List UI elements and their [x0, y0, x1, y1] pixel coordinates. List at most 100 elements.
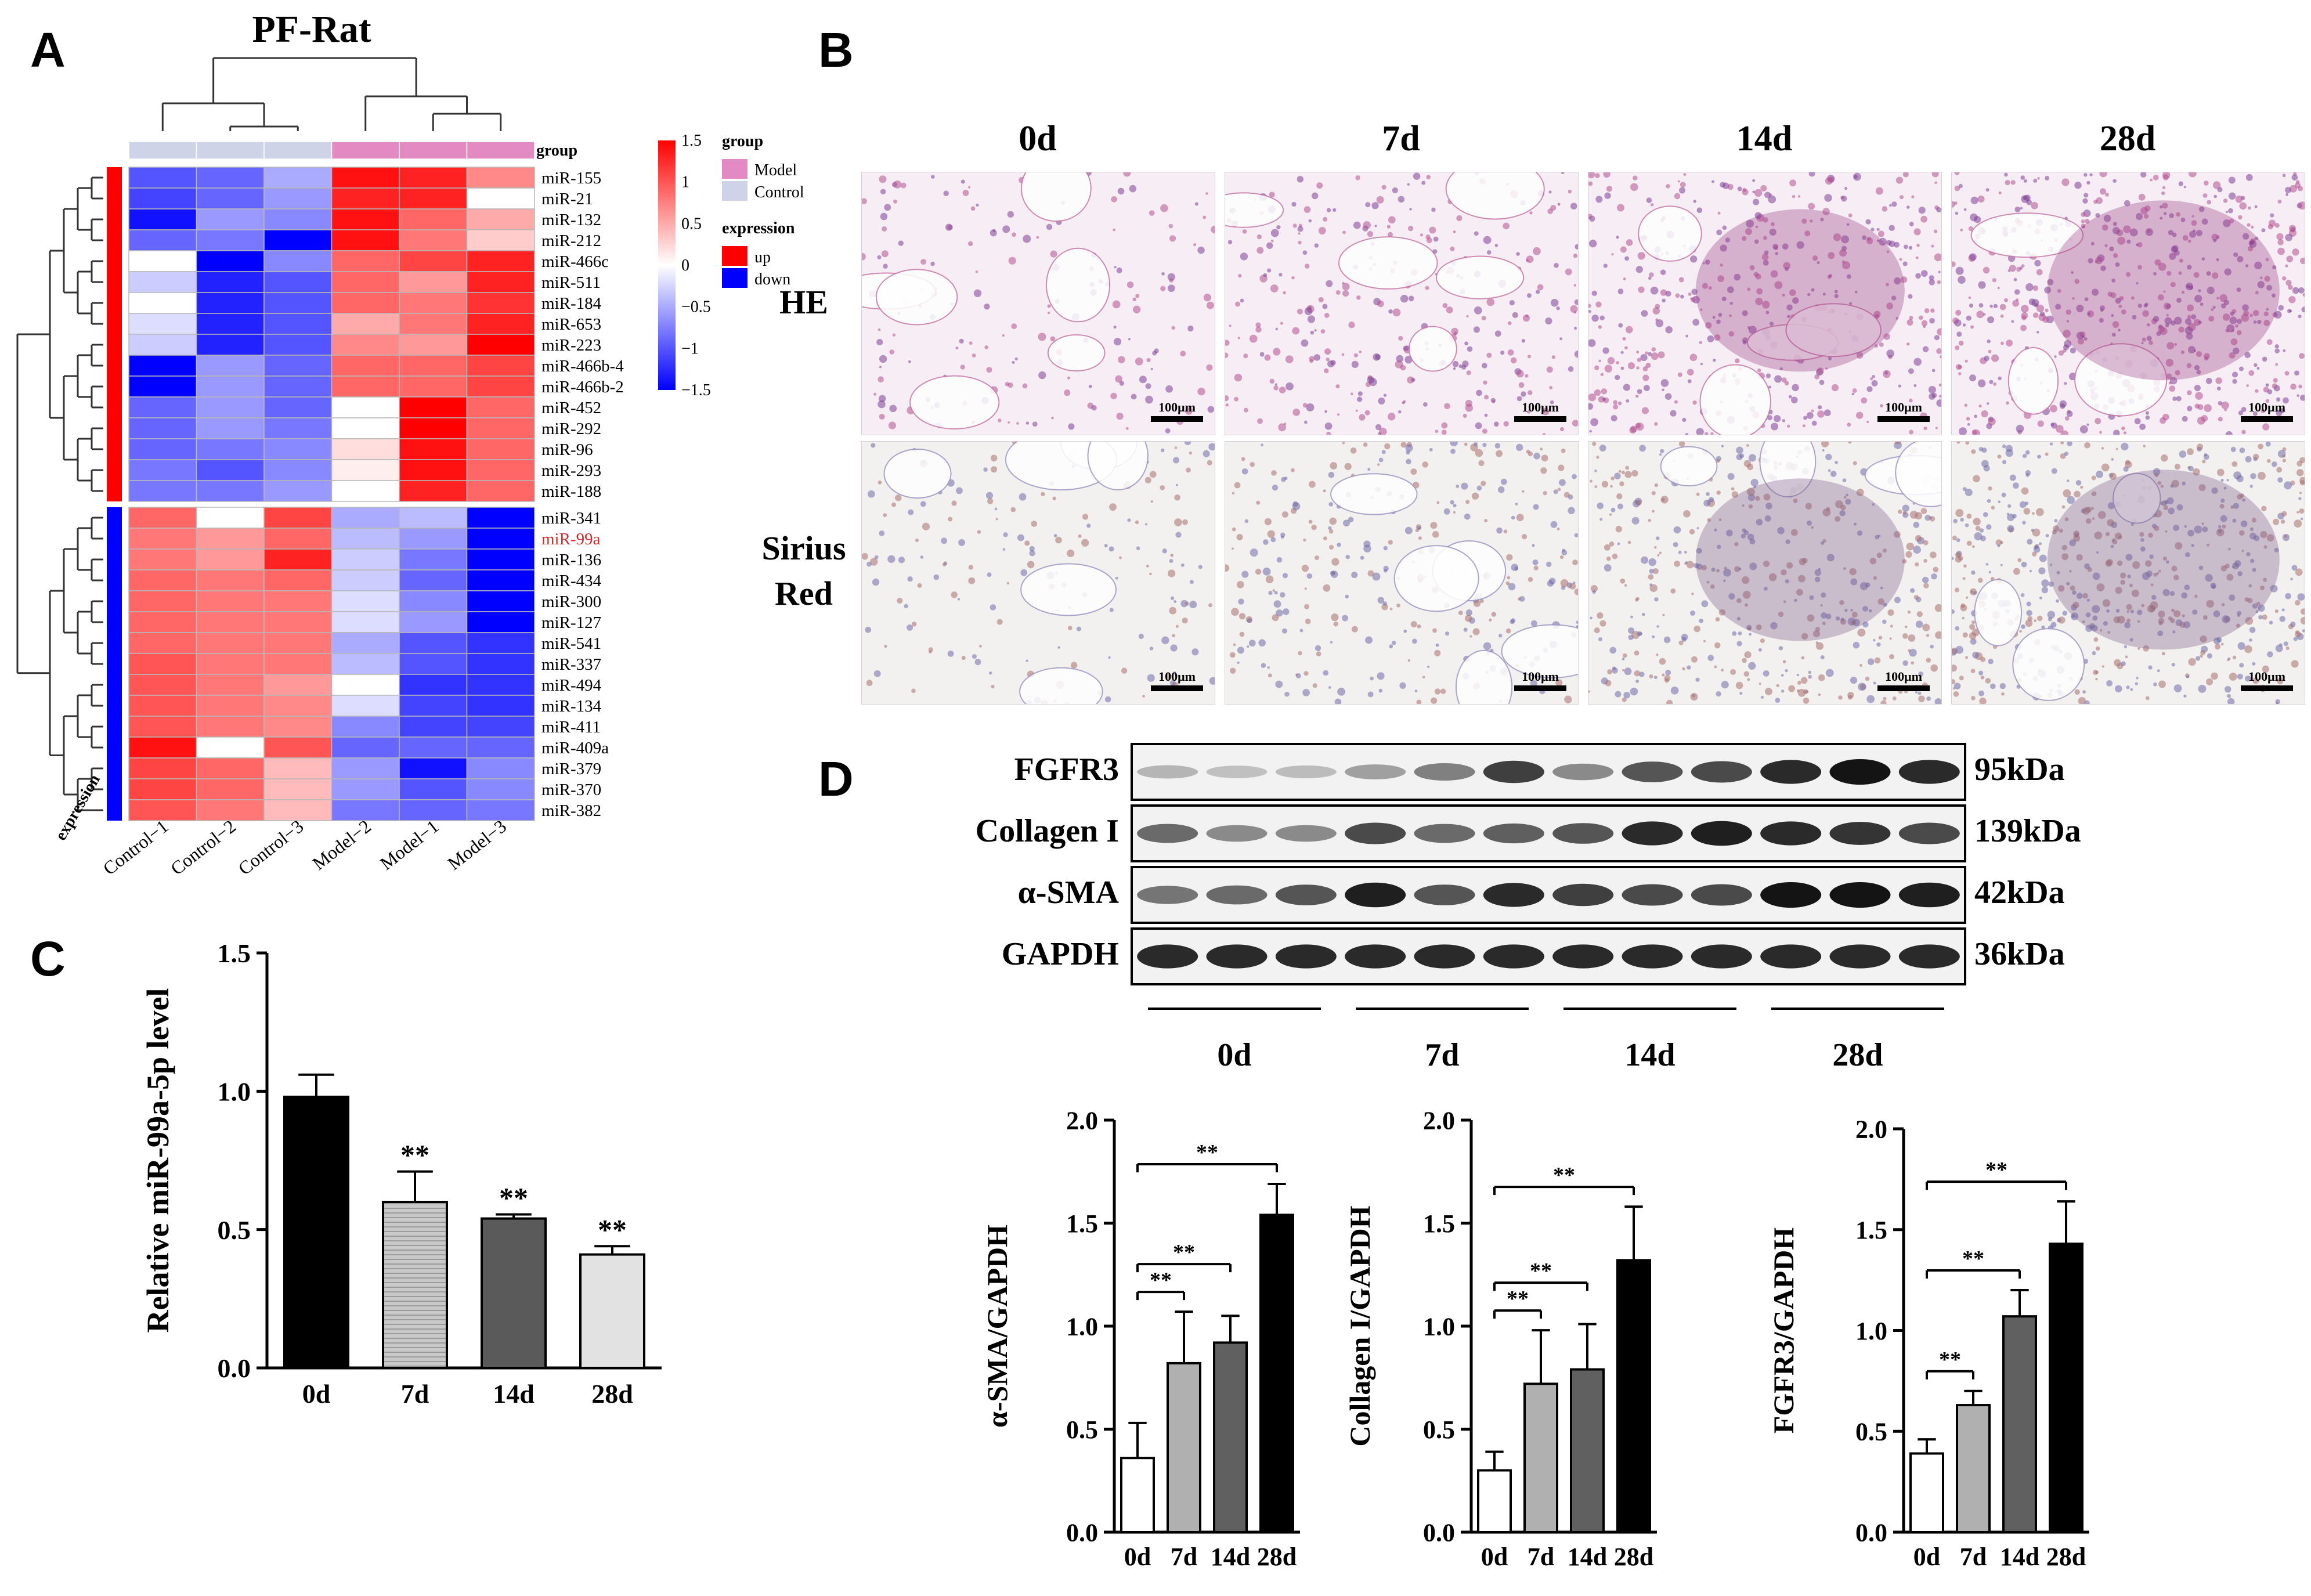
tissue-nucleus: [1958, 276, 1966, 284]
tissue-nucleus: [2095, 213, 2100, 218]
tissue-nucleus: [951, 500, 957, 506]
tissue-nucleus: [1730, 669, 1736, 676]
micrograph-row-label-line: Red: [775, 575, 833, 613]
heatmap-cell: [263, 187, 333, 210]
heatmap-column-label: Model−3: [443, 815, 510, 874]
tissue-nucleus: [1264, 518, 1272, 526]
tissue-nucleus: [2266, 308, 2269, 311]
tissue-nucleus: [1465, 609, 1472, 616]
tissue-nucleus: [1284, 423, 1287, 425]
tissue-nucleus: [1306, 403, 1315, 411]
tissue-nucleus: [2039, 542, 2042, 546]
tissue-nucleus: [1165, 385, 1173, 393]
tissue-alveolus: [1455, 649, 1513, 704]
tissue-nucleus: [1344, 463, 1352, 470]
tissue-nucleus: [1831, 384, 1839, 392]
tissue-nucleus: [2118, 304, 2122, 308]
tissue-nucleus: [1047, 304, 1051, 308]
tissue-nucleus: [1291, 201, 1297, 207]
tissue-nucleus: [2200, 635, 2207, 643]
tissue-nucleus: [1422, 676, 1425, 679]
tissue-nucleus: [1707, 655, 1714, 661]
tissue-nucleus: [1558, 479, 1566, 486]
tissue-nucleus: [1699, 341, 1703, 344]
tissue-nucleus: [1532, 544, 1535, 547]
tissue-nucleus: [2006, 401, 2009, 405]
tissue-nucleus: [1930, 644, 1934, 649]
tissue-nucleus: [1182, 519, 1188, 525]
heatmap-cell: [263, 250, 333, 272]
heatmap-cell: [399, 396, 468, 418]
tissue-nucleus: [1736, 446, 1743, 454]
tissue-nucleus: [1132, 305, 1141, 314]
tissue-nucleus: [1922, 623, 1930, 631]
tissue-nucleus: [1570, 203, 1577, 210]
tissue-nucleus: [1411, 378, 1416, 382]
tissue-nucleus: [1557, 203, 1561, 206]
tissue-nucleus: [1637, 389, 1642, 394]
tissue-nucleus: [2215, 377, 2222, 384]
tissue-nucleus: [1558, 464, 1565, 471]
tissue-nucleus: [2033, 546, 2041, 553]
heatmap-cell: [399, 355, 468, 377]
tissue-nucleus: [1233, 643, 1236, 647]
tissue-nucleus: [1450, 500, 1454, 505]
tissue-nucleus: [1541, 454, 1548, 462]
tissue-nucleus: [1383, 393, 1387, 397]
heatmap-cell: [128, 528, 197, 550]
tissue-nucleus: [1441, 422, 1448, 429]
tissue-nucleus: [1497, 486, 1505, 493]
tissue-nucleus: [1966, 315, 1971, 321]
tissue-nucleus: [1425, 286, 1429, 290]
tissue-nucleus: [1342, 281, 1345, 285]
tissue-nucleus: [1922, 346, 1929, 352]
tissue-nucleus: [2265, 399, 2270, 403]
tissue-nucleus: [1771, 423, 1779, 431]
tissue-nucleus: [1894, 277, 1901, 285]
tissue-nucleus: [1793, 498, 1798, 503]
tissue-nucleus: [2036, 304, 2045, 312]
tissue-nucleus: [1738, 631, 1742, 635]
tissue-nucleus: [1826, 554, 1835, 562]
tissue-nucleus: [2249, 638, 2252, 642]
tissue-nucleus: [1545, 317, 1552, 325]
tissue-nucleus: [1422, 402, 1428, 407]
tissue-nucleus: [2092, 670, 2098, 675]
tissue-nucleus: [2287, 284, 2293, 290]
tissue-nucleus: [1853, 461, 1857, 465]
tissue-nucleus: [1138, 633, 1144, 640]
tissue-nucleus: [1716, 490, 1721, 495]
tissue-nucleus: [2074, 182, 2082, 189]
tissue-nucleus: [1691, 656, 1698, 663]
tissue-nucleus: [2274, 223, 2280, 228]
tissue-nucleus: [2274, 348, 2280, 353]
tissue-nucleus: [2060, 442, 2064, 445]
tissue-nucleus: [2095, 646, 2100, 651]
tissue-nucleus: [2195, 392, 2203, 400]
micrograph-column-label: 7d: [1382, 119, 1420, 158]
tissue-nucleus: [2296, 511, 2299, 514]
tissue-nucleus: [1928, 385, 1936, 394]
tissue-nucleus: [1817, 261, 1820, 265]
heatmap-cell: [466, 167, 535, 189]
y-tick-label: 1.5: [1423, 1209, 1455, 1238]
tissue-nucleus: [2070, 347, 2076, 354]
tissue-nucleus: [2021, 487, 2029, 495]
tissue-nucleus: [2262, 423, 2270, 431]
tissue-nucleus: [2249, 527, 2254, 531]
tissue-nucleus: [862, 553, 868, 560]
tissue-nucleus: [1955, 508, 1964, 517]
tissue-nucleus: [2282, 458, 2287, 463]
tissue-nucleus: [1926, 658, 1931, 663]
tissue-nucleus: [1622, 653, 1627, 658]
tissue-nucleus: [1503, 421, 1509, 427]
tissue-nucleus: [889, 349, 894, 355]
tissue-nucleus: [1605, 680, 1612, 687]
tissue-nucleus: [2187, 315, 2192, 319]
tissue-nucleus: [1874, 657, 1881, 664]
tissue-nucleus: [1782, 243, 1789, 250]
tissue-nucleus: [1915, 562, 1919, 567]
tissue-nucleus: [1742, 590, 1751, 599]
tissue-nucleus: [1209, 677, 1215, 685]
tissue-nucleus: [1764, 192, 1771, 198]
